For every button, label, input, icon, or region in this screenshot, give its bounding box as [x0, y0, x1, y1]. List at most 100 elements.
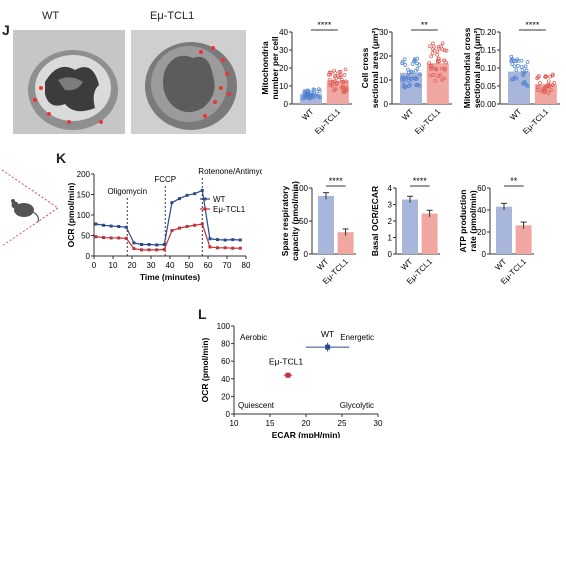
x-tick-label: WT — [493, 257, 508, 272]
data-point — [102, 236, 105, 240]
y-tick-label: 50 — [299, 217, 308, 226]
data-point — [185, 224, 189, 228]
data-point — [334, 82, 339, 87]
injection-label: FCCP — [154, 175, 176, 184]
data-point — [333, 87, 338, 92]
y-axis-label: Mitochondrianumber per cell — [260, 36, 280, 99]
data-point — [546, 84, 551, 89]
y-tick-label: 0.10 — [480, 64, 496, 73]
cell-area-chart: Cell crosssectional area (μm²) 0 10 20 30 WTE… — [360, 22, 452, 136]
data-point — [406, 78, 411, 83]
data-point — [552, 81, 557, 85]
y-tick-label: 60 — [221, 357, 230, 366]
data-point — [440, 47, 445, 52]
data-point — [178, 197, 181, 201]
mito-number-chart: Mitochondrianumber per cell 0 10 20 30 40 WTEμ… — [260, 22, 352, 136]
energy-map-chart: 0 20 40 60 80 100 10 15 20 25 30 ECAR (mpH/min) OCR … — [200, 322, 383, 438]
y-tick-label: 20 — [379, 52, 388, 61]
data-point — [519, 65, 524, 69]
panel-letter-l: L — [198, 306, 207, 322]
data-point — [443, 67, 447, 72]
panel-letter-j: J — [2, 22, 10, 38]
x-tick-label: 80 — [242, 261, 251, 270]
point-label: WT — [321, 329, 334, 339]
data-point — [147, 243, 151, 247]
x-axis-label: ECAR (mpH/min) — [272, 430, 341, 438]
data-point — [436, 44, 441, 49]
data-point — [124, 236, 128, 240]
y-axis-label: OCR (pmol/min) — [200, 337, 210, 402]
data-point — [94, 235, 98, 239]
data-point — [433, 66, 438, 71]
data-point — [310, 92, 315, 96]
data-point — [429, 67, 433, 71]
data-point — [200, 222, 204, 226]
y-tick-label: 2 — [388, 217, 393, 226]
data-point — [510, 62, 515, 66]
y-tick-label: 1 — [388, 234, 393, 243]
data-point — [338, 69, 343, 74]
data-point — [208, 237, 212, 241]
data-point — [523, 64, 528, 69]
data-point — [512, 64, 517, 69]
x-tick-label: 40 — [166, 261, 175, 270]
data-point — [436, 74, 440, 78]
x-tick-label: WT — [300, 107, 315, 122]
data-point — [429, 63, 434, 68]
data-point — [514, 68, 519, 73]
x-tick-label: 50 — [185, 261, 194, 270]
data-point — [132, 247, 136, 251]
data-point — [548, 88, 553, 93]
injection-label: Rotenone/Antimycin — [198, 167, 262, 176]
data-point — [525, 84, 530, 89]
data-point — [326, 72, 331, 77]
data-point — [400, 59, 405, 64]
data-point — [415, 67, 420, 71]
data-point — [155, 243, 159, 247]
x-axis-label: Time (minutes) — [140, 272, 200, 282]
y-tick-label: 20 — [221, 392, 230, 401]
tcl1-image-label: Eμ-TCL1 — [150, 10, 195, 22]
data-point — [409, 69, 413, 74]
y-tick-label: 0.20 — [480, 28, 496, 37]
bar-tcl1 — [426, 63, 449, 104]
data-point — [435, 52, 439, 57]
x-tick-label: WT — [315, 257, 330, 272]
data-point — [332, 68, 336, 73]
significance-label: **** — [413, 176, 428, 186]
y-tick-label: 0 — [384, 100, 389, 109]
data-point — [514, 59, 518, 64]
data-point — [510, 57, 515, 61]
mito-area-chart: Mitochondrial crosssectional area (μm²)0… — [462, 22, 560, 136]
data-point — [132, 241, 136, 245]
bar-wt — [496, 206, 512, 254]
data-point — [521, 71, 526, 76]
bar-wt — [402, 199, 418, 254]
y-tick-label: 150 — [77, 191, 91, 200]
data-point — [193, 223, 197, 227]
data-point — [514, 76, 518, 81]
quadrant-label: Aerobic — [240, 333, 267, 342]
x-tick-label: 60 — [204, 261, 213, 270]
y-tick-label: 0 — [86, 252, 91, 261]
data-point — [238, 238, 242, 242]
y-axis-label: OCR (pmol/min) — [66, 182, 76, 247]
point-label: Eμ-TCL1 — [269, 356, 303, 366]
legend-marker — [203, 207, 207, 211]
y-tick-label: 100 — [217, 322, 231, 331]
data-point — [417, 83, 422, 88]
y-tick-label: 0.00 — [480, 100, 496, 109]
significance-label: ** — [421, 22, 429, 30]
wt-em-image — [13, 30, 125, 134]
data-point — [412, 57, 417, 62]
data-point — [223, 246, 227, 250]
y-axis-label: Cell crosssectional area (μm²) — [360, 28, 380, 108]
data-point — [102, 223, 105, 227]
data-point — [306, 91, 310, 96]
data-point — [170, 201, 174, 205]
data-point — [327, 77, 332, 82]
wt-cell-illustration — [13, 30, 125, 134]
x-tick-label: 10 — [109, 261, 118, 270]
y-axis-label: Spare respiratorycapacity (pmol/min) — [280, 181, 300, 261]
